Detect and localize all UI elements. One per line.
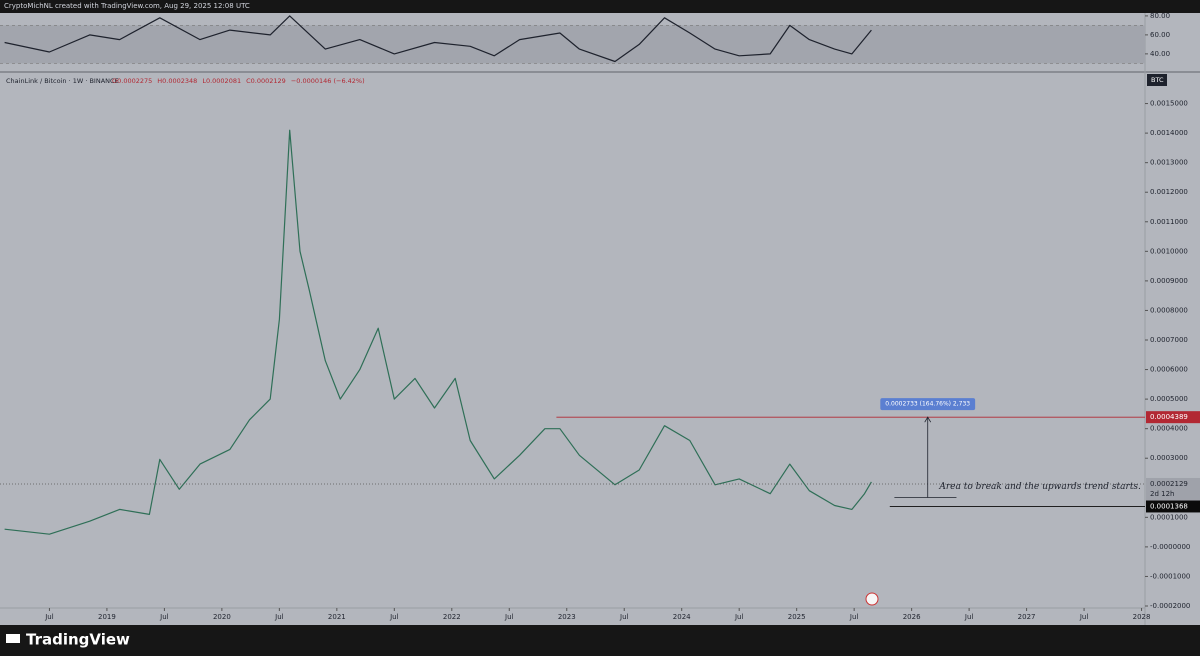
level-label: 0.0001368 — [1150, 502, 1188, 510]
measure-label: 0.0002733 (164.76%) 2,733 — [885, 401, 970, 408]
price-tick-label: 0.0004000 — [1150, 425, 1188, 433]
price-tick-label: 0.0006000 — [1150, 366, 1188, 374]
chart-title: ChainLink / Bitcoin · 1W · BINANCE — [6, 77, 119, 85]
note-text: Area to break and the upwards trend star… — [938, 482, 1141, 492]
time-tick-label: Jul — [849, 613, 859, 621]
event-icon[interactable] — [865, 592, 879, 606]
countdown-label: 2d 12h — [1150, 490, 1174, 498]
series-line — [4, 129, 872, 535]
time-tick-label: Jul — [44, 613, 54, 621]
price-tick-label: 0.0009000 — [1150, 277, 1188, 285]
time-tick-label: 2020 — [213, 613, 231, 621]
current-price-box — [1146, 477, 1200, 500]
ohlc-value: −0.0000146 (−6.42%) — [291, 77, 365, 85]
time-tick-label: 2019 — [98, 613, 116, 621]
price-tick-label: -0.0001000 — [1150, 572, 1190, 580]
price-tick-label: 0.0012000 — [1150, 188, 1188, 196]
price-tick-label: -0.0000000 — [1150, 543, 1190, 551]
footer-brand: TradingView — [26, 631, 130, 649]
level-label: 0.0004389 — [1150, 413, 1188, 421]
price-tick-label: 0.0003000 — [1150, 454, 1188, 462]
current-price-label: 0.0002129 — [1150, 480, 1188, 488]
time-tick-label: Jul — [1079, 613, 1089, 621]
time-tick-label: 2021 — [328, 613, 346, 621]
currency-bg — [1147, 74, 1167, 86]
header-credit: CryptoMichNL created with TradingView.co… — [4, 2, 250, 10]
time-tick-label: Jul — [964, 613, 974, 621]
price-tick-label: 0.0014000 — [1150, 129, 1188, 137]
level-box — [1146, 500, 1200, 513]
ohlc-value: L0.0002081 — [202, 77, 241, 85]
time-tick-label: 2023 — [558, 613, 576, 621]
time-tick-label: 2025 — [788, 613, 806, 621]
time-tick-label: 2022 — [443, 613, 461, 621]
series-line — [4, 15, 872, 63]
price-tick-label: 0.0001000 — [1150, 513, 1188, 521]
time-tick-label: 2024 — [673, 613, 691, 621]
time-tick-label: Jul — [274, 613, 284, 621]
price-tick-label: 0.0008000 — [1150, 306, 1188, 314]
logo-mark — [6, 634, 20, 643]
price-tick-label: 0.0013000 — [1150, 159, 1188, 167]
time-tick-label: Jul — [619, 613, 629, 621]
time-tick-label: Jul — [389, 613, 399, 621]
chart-area — [0, 13, 1200, 625]
price-tick-label: -0.0002000 — [1150, 602, 1190, 610]
time-tick-label: 2027 — [1018, 613, 1036, 621]
price-tick-label: 0.0007000 — [1150, 336, 1188, 344]
price-tick-label: 0.0015000 — [1150, 100, 1188, 108]
measure-box — [880, 398, 976, 411]
logo: TradingView — [6, 631, 130, 649]
currency-label: BTC — [1151, 76, 1164, 84]
rsi-tick-label: 60.00 — [1150, 31, 1170, 39]
time-tick-label: 2028 — [1133, 613, 1151, 621]
arrow-head — [924, 416, 932, 423]
price-tick-label: 0.0005000 — [1150, 395, 1188, 403]
ohlc-value: O0.0002275 — [112, 77, 152, 85]
level-box — [1146, 411, 1200, 424]
time-tick-label: Jul — [159, 613, 169, 621]
ohlc-value: H0.0002348 — [157, 77, 197, 85]
rsi-tick-label: 40.00 — [1150, 50, 1170, 58]
rsi-band — [0, 25, 1145, 64]
time-tick-label: Jul — [734, 613, 744, 621]
time-tick-label: Jul — [504, 613, 514, 621]
price-tick-label: 0.0011000 — [1150, 218, 1188, 226]
time-tick-label: 2026 — [903, 613, 921, 621]
ohlc-value: C0.0002129 — [246, 77, 286, 85]
price-tick-label: 0.0010000 — [1150, 247, 1188, 255]
rsi-tick-label: 80.00 — [1150, 12, 1170, 20]
